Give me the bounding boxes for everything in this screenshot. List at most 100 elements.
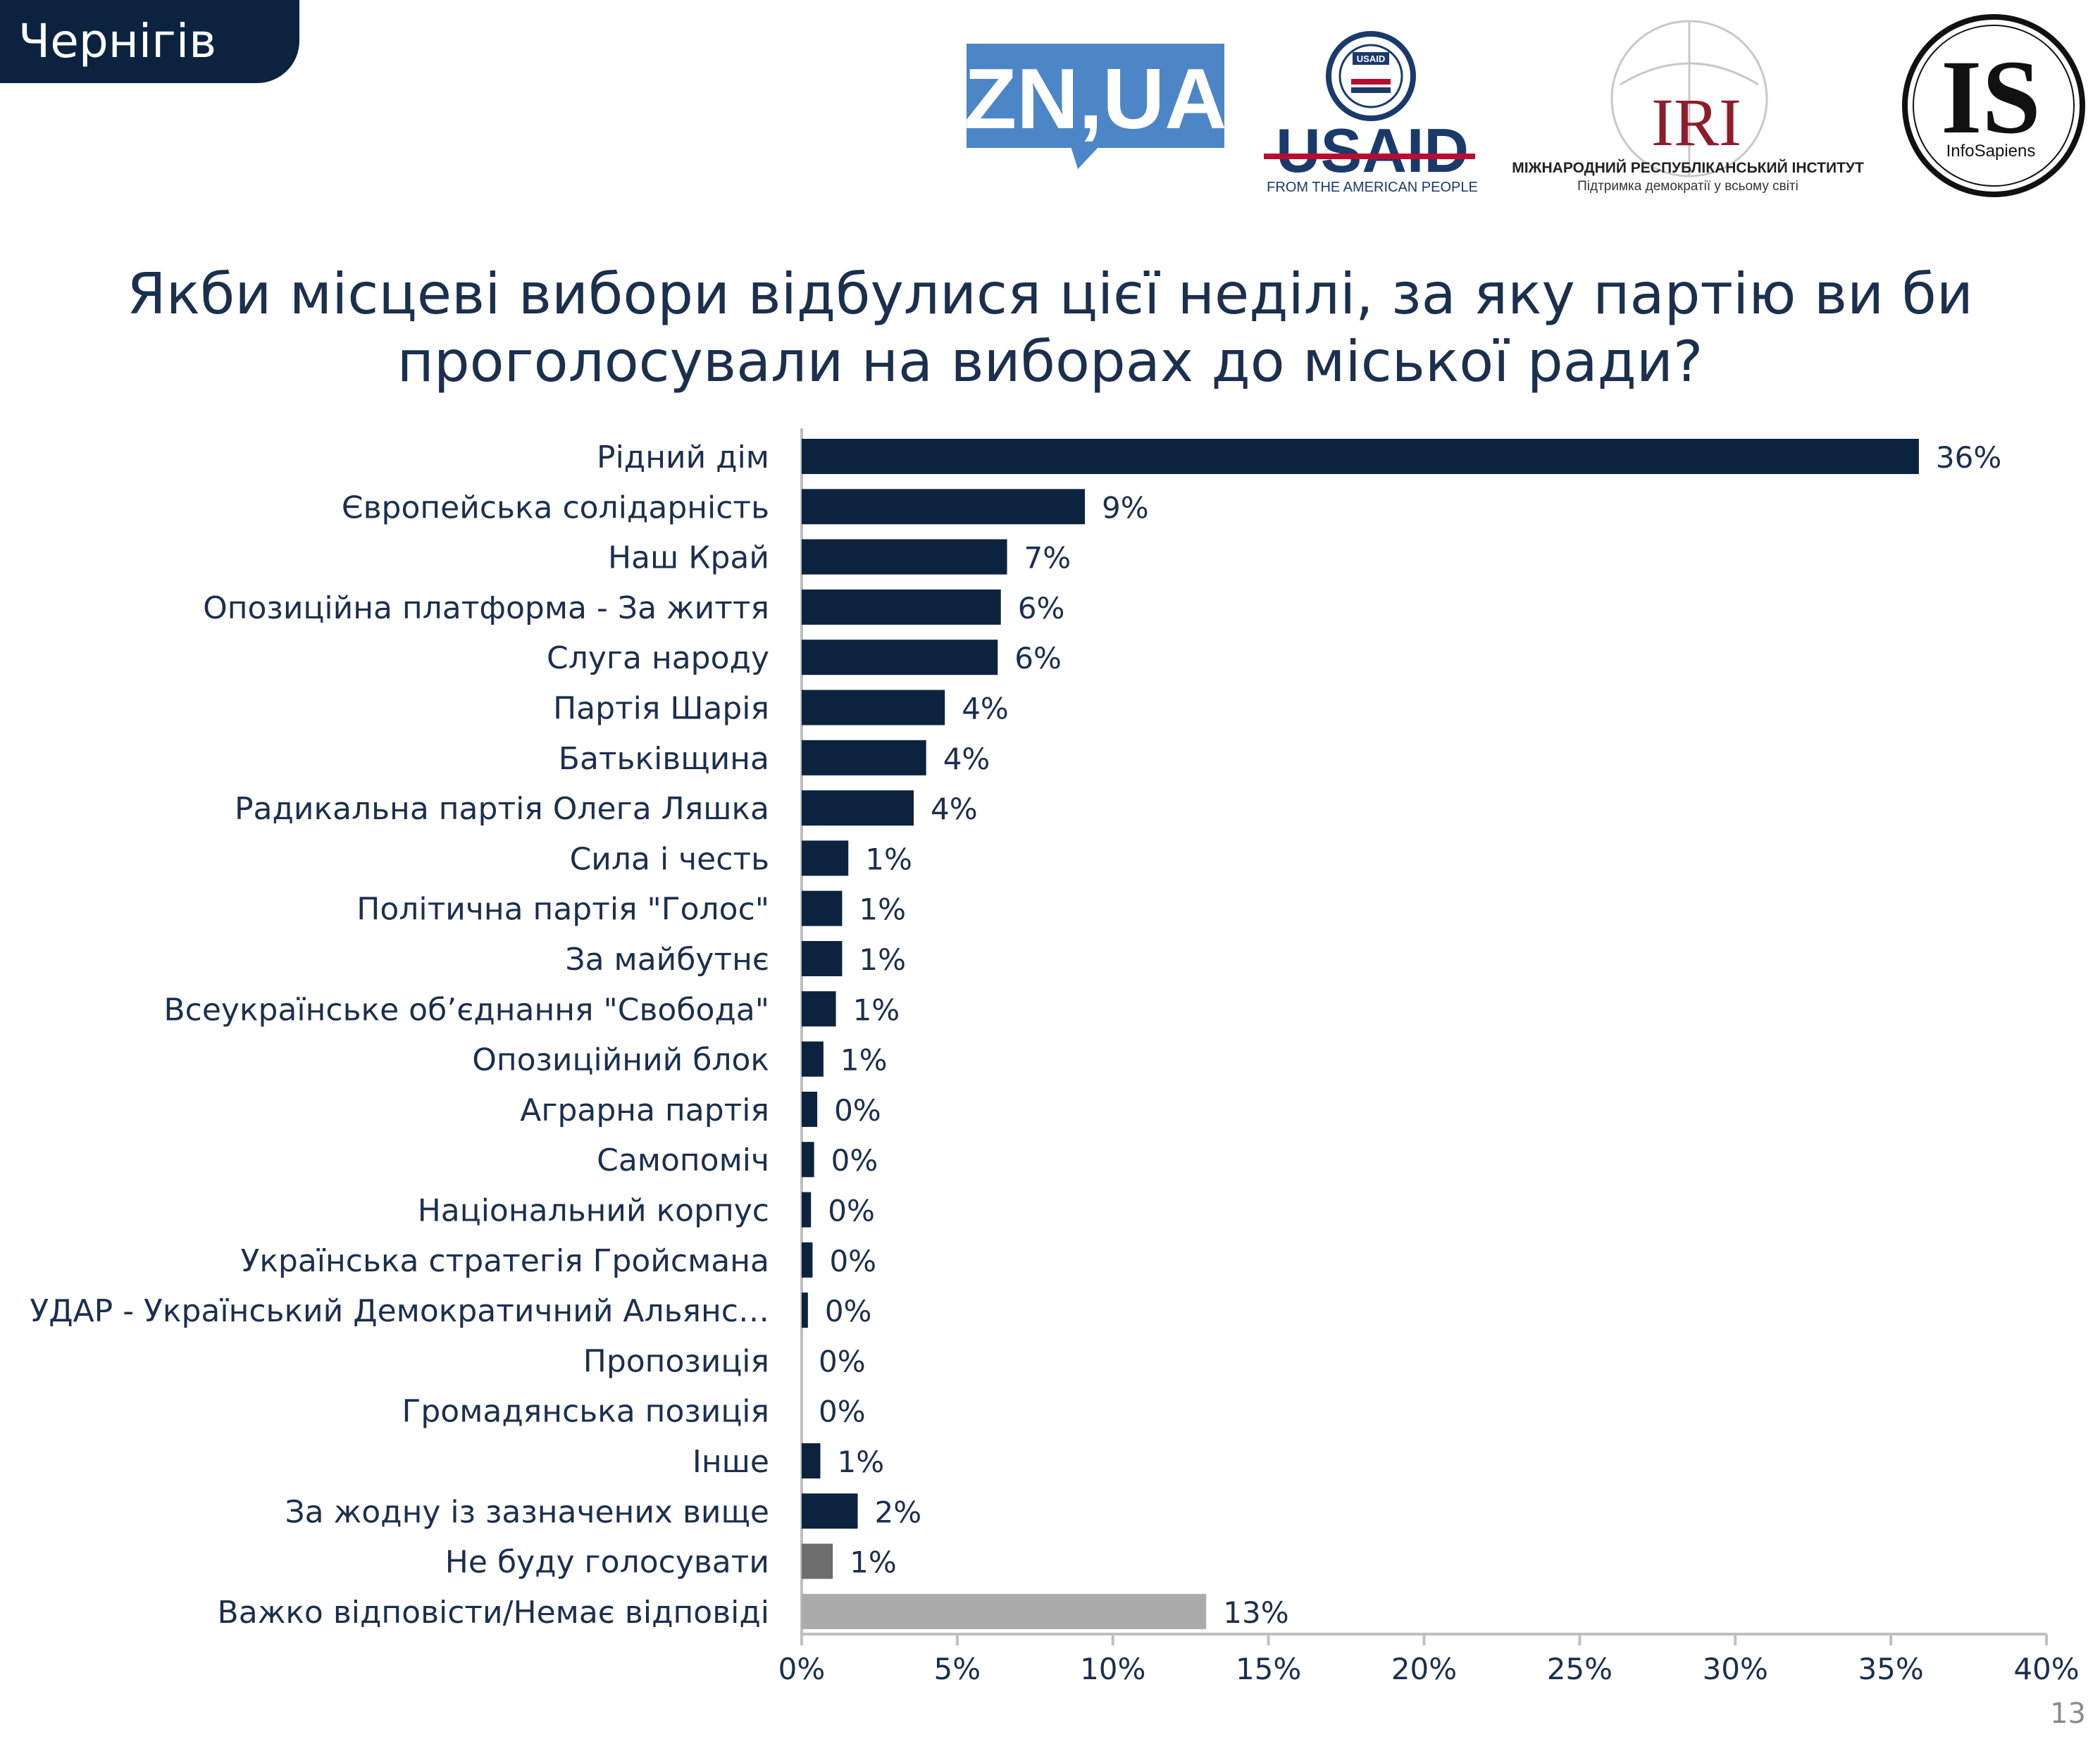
svg-text:IS: IS [1941, 39, 2041, 156]
data-label: 2% [875, 1495, 922, 1529]
category-label: УДАР - Український Демократичний Альянс… [30, 1293, 769, 1329]
bar [802, 1443, 821, 1478]
bar [802, 1091, 818, 1127]
data-label: 0% [829, 1244, 876, 1278]
bar [802, 589, 1001, 625]
bar [802, 941, 843, 976]
usaid-logo: USAID USAID FROM THE AMERICAN PEOPLE [1264, 31, 1478, 195]
data-label: 1% [853, 992, 900, 1027]
city-label: Чернігів [18, 14, 217, 68]
category-label: Опозиційна платформа - За життя [203, 590, 769, 626]
x-tick-label: 30% [1703, 1652, 1768, 1686]
city-tab: Чернігів [0, 0, 299, 83]
data-label: 1% [859, 892, 906, 927]
svg-text:USAID: USAID [1276, 116, 1469, 185]
bar [802, 690, 945, 725]
category-label: Рідний дім [597, 440, 769, 475]
data-label: 13% [1223, 1595, 1288, 1630]
category-label: Українська стратегія Гройсмана [241, 1243, 770, 1279]
category-label: Самопоміч [597, 1142, 769, 1178]
bar [802, 1293, 808, 1328]
bar [802, 790, 914, 826]
category-label: Слуга народу [547, 640, 769, 676]
svg-text:USAID: USAID [1357, 54, 1385, 64]
x-tick-label: 5% [934, 1652, 981, 1686]
category-label: Партія Шарія [553, 691, 769, 727]
data-label: 1% [859, 942, 906, 977]
x-tick-label: 0% [778, 1652, 826, 1686]
partner-logos: ZN,UA USAID USAID FROM THE AMERICAN PEOP… [964, 14, 2085, 197]
x-tick-label: 15% [1236, 1652, 1301, 1686]
svg-text:ZN,UA: ZN,UA [964, 51, 1227, 147]
category-label: За жодну із зазначених вище [285, 1494, 769, 1530]
bar [802, 1493, 858, 1529]
svg-text:InfoSapiens: InfoSapiens [1946, 142, 2036, 161]
page-number: 13 [2050, 1698, 2086, 1730]
data-label: 1% [865, 842, 912, 876]
bar [802, 1041, 824, 1077]
category-label: Політична партія "Голос" [356, 892, 769, 928]
x-tick-label: 40% [2013, 1652, 2079, 1686]
data-label: 7% [1024, 541, 1071, 575]
data-label: 4% [931, 792, 978, 826]
data-label: 0% [825, 1294, 872, 1328]
data-label: 1% [840, 1043, 888, 1078]
data-label: 1% [850, 1545, 897, 1580]
data-label: 0% [819, 1395, 866, 1429]
data-label: 4% [943, 742, 990, 776]
data-label: 0% [828, 1194, 875, 1228]
bar [802, 1543, 833, 1579]
category-label: Батьківщина [559, 741, 769, 777]
svg-text:Підтримка демократії у всьому: Підтримка демократії у всьому світі [1577, 179, 1798, 194]
x-tick-label: 35% [1858, 1652, 1923, 1686]
bar [802, 740, 926, 776]
svg-text:FROM THE AMERICAN PEOPLE: FROM THE AMERICAN PEOPLE [1267, 180, 1478, 195]
x-tick-label: 25% [1547, 1652, 1613, 1686]
bar [802, 489, 1085, 525]
data-label: 36% [1936, 440, 2001, 475]
x-tick-label: 20% [1391, 1652, 1457, 1686]
category-label: Всеукраїнське об’єднання "Свобода" [163, 992, 769, 1028]
category-label: Аграрна партія [520, 1092, 769, 1128]
category-label: Інше [692, 1444, 769, 1480]
infosapiens-logo: IS InfoSapiens [1902, 14, 2085, 197]
category-label: Європейська солідарність [342, 490, 769, 525]
bar [802, 991, 836, 1027]
svg-text:IRI: IRI [1651, 85, 1741, 160]
bar [802, 840, 849, 876]
bar [802, 439, 1919, 474]
category-label: Сила і честь [570, 841, 769, 877]
data-label: 0% [831, 1143, 878, 1178]
data-label: 1% [838, 1445, 885, 1479]
category-label: Національний корпус [418, 1193, 769, 1229]
zn-ua-logo: ZN,UA [964, 44, 1227, 169]
chart-title-line-1: Якби місцеві вибори відбулися цієї неділ… [127, 261, 1973, 327]
data-label: 9% [1102, 490, 1149, 525]
chart-title: Якби місцеві вибори відбулися цієї неділ… [0, 261, 2100, 396]
category-label: За майбутнє [565, 942, 769, 978]
bar [802, 1192, 812, 1228]
data-label: 0% [819, 1344, 866, 1378]
category-label: Пропозиція [583, 1343, 769, 1379]
bar [802, 1593, 1207, 1629]
category-label: Громадянська позиція [402, 1394, 769, 1430]
category-label: Радикальна партія Олега Ляшка [235, 791, 769, 827]
data-label: 0% [834, 1093, 881, 1128]
bar [802, 539, 1007, 575]
category-label: Не буду голосувати [445, 1545, 769, 1581]
data-label: 6% [1018, 591, 1065, 625]
bar [802, 1242, 813, 1278]
svg-text:МІЖНАРОДНИЙ РЕСПУБЛІКАНСЬКИЙ І: МІЖНАРОДНИЙ РЕСПУБЛІКАНСЬКИЙ ІНСТИТУТ [1512, 159, 1864, 176]
bar [802, 1142, 814, 1178]
data-label: 6% [1014, 641, 1062, 675]
chart-title-line-2: проголосували на виборах до міської ради… [397, 329, 1703, 394]
category-label: Опозиційний блок [472, 1042, 769, 1078]
x-tick-label: 10% [1080, 1652, 1145, 1686]
iri-logo: IRI МІЖНАРОДНИЙ РЕСПУБЛІКАНСЬКИЙ ІНСТИТУ… [1512, 20, 1864, 194]
data-label: 4% [962, 692, 1009, 726]
bar [802, 640, 998, 675]
bar [802, 890, 843, 926]
category-label: Наш Край [608, 540, 769, 576]
category-label: Важко відповісти/Немає відповіді [218, 1595, 769, 1631]
